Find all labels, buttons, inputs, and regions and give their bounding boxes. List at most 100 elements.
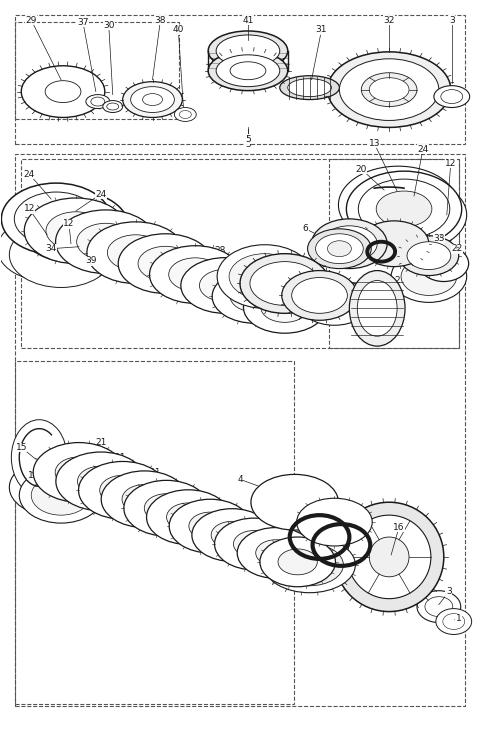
Ellipse shape [369, 537, 409, 577]
Text: 38: 38 [155, 15, 166, 24]
Ellipse shape [77, 224, 135, 261]
Ellipse shape [150, 246, 241, 303]
Ellipse shape [280, 76, 339, 100]
Text: 7: 7 [326, 505, 332, 514]
Text: 3: 3 [449, 15, 455, 24]
Text: 11: 11 [150, 468, 161, 477]
Ellipse shape [45, 80, 81, 103]
Ellipse shape [143, 94, 162, 106]
Bar [15, 15, 465, 145]
Ellipse shape [276, 544, 343, 586]
Ellipse shape [217, 245, 312, 308]
Text: 19: 19 [219, 549, 231, 559]
Text: 4: 4 [237, 475, 243, 484]
Ellipse shape [312, 219, 387, 269]
Ellipse shape [169, 258, 222, 292]
Ellipse shape [181, 258, 269, 314]
Text: 30: 30 [103, 21, 115, 30]
Ellipse shape [292, 277, 348, 314]
Text: 27: 27 [252, 266, 264, 275]
Ellipse shape [443, 613, 465, 630]
Ellipse shape [357, 280, 397, 337]
Ellipse shape [348, 515, 431, 599]
Ellipse shape [391, 251, 467, 303]
Text: 26: 26 [372, 224, 383, 233]
Text: 17: 17 [216, 523, 228, 531]
Ellipse shape [46, 212, 106, 250]
Ellipse shape [335, 503, 444, 612]
Ellipse shape [87, 222, 184, 283]
Text: 11: 11 [115, 453, 126, 462]
Bar [21, 159, 459, 348]
Ellipse shape [282, 271, 357, 320]
Ellipse shape [216, 35, 280, 66]
Ellipse shape [167, 503, 210, 531]
Ellipse shape [230, 62, 266, 80]
Ellipse shape [240, 254, 329, 314]
Text: 3: 3 [446, 587, 452, 596]
Ellipse shape [441, 89, 463, 103]
Ellipse shape [243, 281, 326, 334]
Ellipse shape [376, 191, 432, 227]
Ellipse shape [216, 55, 280, 86]
Ellipse shape [9, 460, 93, 515]
Ellipse shape [32, 200, 116, 254]
Text: 12: 12 [24, 204, 35, 213]
Ellipse shape [144, 494, 189, 523]
Ellipse shape [288, 79, 332, 97]
Ellipse shape [369, 77, 409, 102]
Ellipse shape [347, 171, 462, 246]
Ellipse shape [30, 72, 96, 111]
Text: 25: 25 [370, 237, 381, 246]
Ellipse shape [436, 609, 472, 635]
Ellipse shape [169, 499, 251, 553]
Text: 12: 12 [63, 219, 75, 228]
Text: 37: 37 [77, 18, 89, 27]
Text: 36: 36 [329, 284, 340, 293]
Ellipse shape [419, 246, 468, 281]
Ellipse shape [212, 269, 298, 323]
Bar [15, 22, 180, 120]
Ellipse shape [86, 94, 110, 108]
Ellipse shape [107, 103, 119, 110]
Text: 18: 18 [27, 471, 39, 480]
Ellipse shape [21, 66, 105, 117]
Ellipse shape [208, 51, 288, 91]
Ellipse shape [124, 480, 209, 536]
Text: 40: 40 [173, 26, 184, 35]
Text: 29: 29 [25, 15, 37, 24]
Text: 5: 5 [245, 135, 251, 144]
Ellipse shape [338, 166, 458, 244]
Ellipse shape [237, 528, 314, 579]
Ellipse shape [425, 597, 453, 616]
Text: 14: 14 [165, 272, 176, 281]
Ellipse shape [131, 86, 174, 112]
Ellipse shape [322, 226, 377, 262]
Ellipse shape [230, 281, 280, 312]
Ellipse shape [33, 443, 125, 503]
Ellipse shape [19, 467, 103, 523]
Ellipse shape [138, 246, 193, 281]
Ellipse shape [24, 198, 128, 263]
Bar [15, 361, 294, 704]
Ellipse shape [349, 271, 405, 346]
Ellipse shape [0, 216, 101, 281]
Ellipse shape [146, 490, 230, 545]
Text: 36: 36 [304, 272, 315, 281]
Ellipse shape [9, 222, 113, 288]
Text: 28: 28 [215, 246, 226, 255]
Ellipse shape [417, 590, 461, 623]
Ellipse shape [240, 517, 339, 581]
Text: 13: 13 [369, 139, 380, 148]
Ellipse shape [123, 82, 182, 117]
Ellipse shape [401, 258, 457, 295]
Ellipse shape [327, 52, 451, 128]
Ellipse shape [261, 292, 309, 323]
Ellipse shape [180, 111, 192, 119]
Ellipse shape [260, 537, 336, 587]
Ellipse shape [208, 31, 288, 71]
Text: 32: 32 [384, 15, 395, 24]
Ellipse shape [360, 221, 429, 266]
Ellipse shape [28, 446, 104, 493]
Text: 31: 31 [316, 26, 327, 35]
